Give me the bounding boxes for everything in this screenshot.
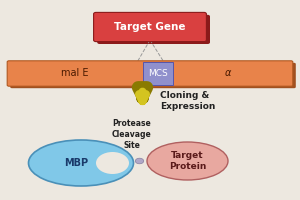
- FancyBboxPatch shape: [97, 15, 210, 44]
- Text: MCS: MCS: [148, 69, 168, 78]
- Text: mal E: mal E: [61, 68, 89, 78]
- FancyBboxPatch shape: [7, 61, 293, 86]
- FancyBboxPatch shape: [94, 12, 206, 42]
- Text: Cloning &
Expression: Cloning & Expression: [160, 91, 216, 111]
- Text: Target Gene: Target Gene: [114, 22, 186, 32]
- Text: MBP: MBP: [64, 158, 88, 168]
- Circle shape: [135, 158, 144, 164]
- Bar: [143, 62, 173, 85]
- Text: α: α: [225, 68, 231, 78]
- FancyBboxPatch shape: [10, 63, 296, 88]
- Ellipse shape: [147, 142, 228, 180]
- Circle shape: [96, 152, 129, 174]
- Text: Protease
Cleavage
Site: Protease Cleavage Site: [112, 119, 152, 150]
- Text: Target
Protein: Target Protein: [169, 151, 206, 171]
- Ellipse shape: [28, 140, 134, 186]
